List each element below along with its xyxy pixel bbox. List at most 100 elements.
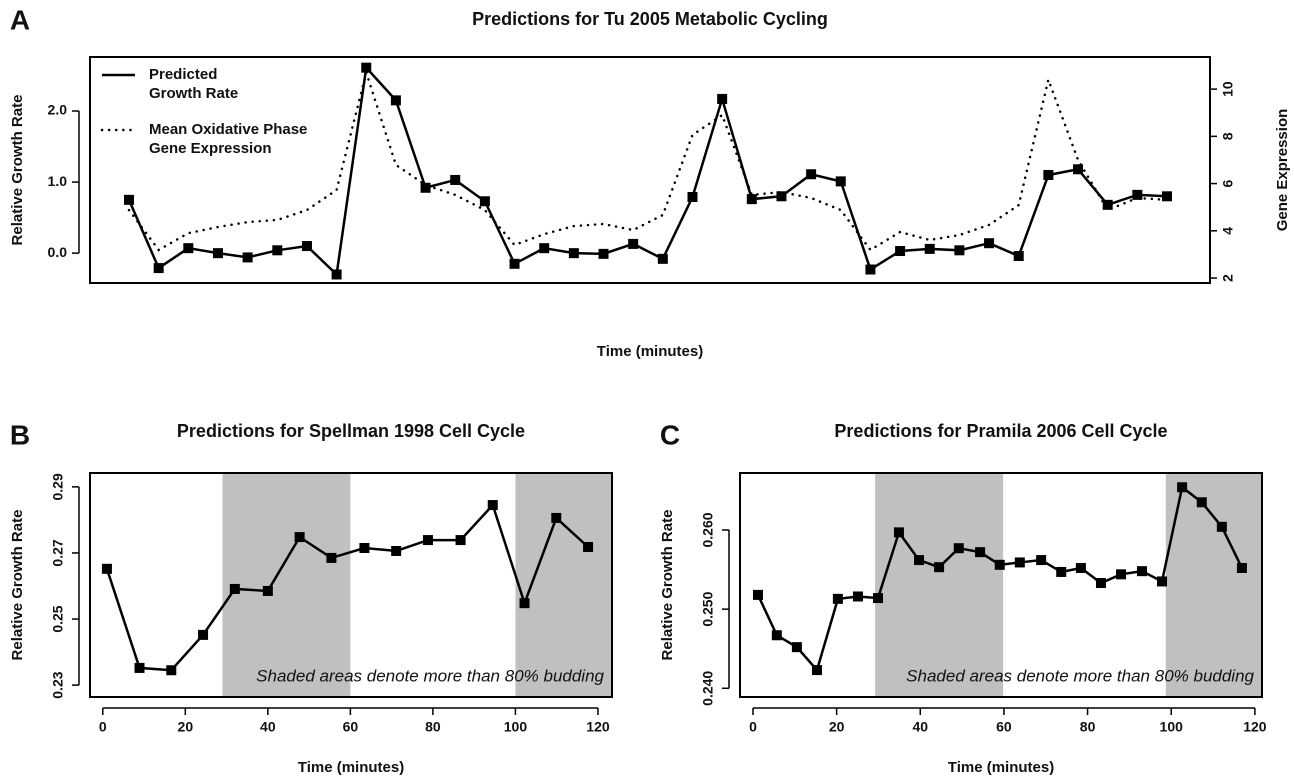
point: [717, 93, 728, 104]
y-tick-label: 0.240: [700, 671, 716, 706]
point: [832, 593, 843, 604]
series-line: [127, 68, 1169, 252]
point: [166, 665, 177, 676]
point: [934, 562, 945, 573]
point: [1116, 569, 1127, 580]
point: [984, 238, 995, 249]
point: [272, 245, 283, 256]
point: [1136, 566, 1147, 577]
x-tick-label: 120: [586, 719, 610, 735]
point: [1102, 199, 1113, 210]
legend-label: Mean Oxidative Phase Gene Expression: [149, 121, 308, 157]
chart-title: Predictions for Tu 2005 Metabolic Cyclin…: [472, 9, 828, 29]
x-tick-label: 0: [749, 719, 757, 735]
point: [390, 95, 401, 106]
y-tick-label: 0.250: [700, 591, 716, 626]
x-tick-label: 120: [1243, 719, 1267, 735]
point: [865, 264, 876, 275]
point: [791, 642, 802, 653]
point: [124, 194, 134, 205]
shaded-region: [1165, 473, 1262, 697]
point: [1196, 497, 1207, 508]
point: [212, 248, 223, 259]
point: [852, 591, 863, 602]
point: [583, 542, 594, 553]
series-line: [127, 64, 1168, 278]
point: [1036, 555, 1047, 566]
y-axis-label: Relative Growth Rate: [659, 510, 676, 661]
x-tick-label: 60: [996, 719, 1012, 735]
point: [628, 238, 639, 249]
x-tick-label: 20: [178, 719, 194, 735]
x-tick-label: 60: [343, 719, 359, 735]
point: [450, 174, 461, 185]
panel-label: B: [10, 419, 30, 450]
point: [568, 248, 579, 259]
x-tick-label: 100: [1160, 719, 1184, 735]
point: [359, 542, 370, 553]
point: [776, 191, 787, 202]
y-tick-label: 0.23: [50, 671, 66, 698]
point: [771, 630, 782, 641]
x-tick-label: 80: [1080, 719, 1096, 735]
point: [420, 182, 431, 193]
x-tick-label: 80: [425, 719, 441, 735]
y-tick-label: 0.260: [700, 512, 716, 547]
x-tick-label: 20: [829, 719, 845, 735]
y2-tick-label: 2: [1220, 274, 1236, 282]
y-tick-label: 0.25: [50, 605, 66, 632]
annotation: Shaded areas denote more than 80% buddin…: [256, 666, 604, 685]
point: [873, 593, 884, 604]
point: [752, 589, 763, 600]
panel-label: A: [10, 4, 30, 35]
y-tick-label: 1.0: [48, 173, 68, 189]
series-line: [105, 502, 589, 672]
y-tick-label: 0.29: [50, 473, 66, 500]
y-tick-label: 2.0: [48, 102, 68, 118]
y2-axis-label: Gene Expression: [1274, 109, 1291, 232]
point: [361, 62, 372, 73]
shaded-region: [222, 473, 351, 697]
point: [539, 243, 550, 254]
point: [153, 263, 164, 274]
point: [806, 169, 817, 180]
y2-tick-label: 4: [1220, 227, 1236, 235]
point: [391, 545, 402, 556]
point: [294, 532, 305, 543]
point: [1056, 566, 1067, 577]
chart-title: Predictions for Spellman 1998 Cell Cycle: [177, 421, 525, 441]
point: [1043, 169, 1054, 180]
point: [954, 245, 965, 256]
y-tick-label: 0.0: [48, 244, 68, 260]
y-axis-label: Relative Growth Rate: [9, 510, 26, 661]
shaded-region: [875, 473, 1004, 697]
point: [598, 248, 609, 259]
x-tick-label: 0: [99, 719, 107, 735]
x-axis-label: Time (minutes): [597, 343, 703, 360]
point: [509, 258, 520, 269]
plot-box: [89, 56, 1211, 284]
point: [914, 555, 925, 566]
point: [301, 241, 312, 252]
point: [994, 559, 1005, 570]
x-axis-label: Time (minutes): [298, 759, 404, 776]
point: [924, 243, 935, 254]
point: [687, 192, 698, 203]
point: [1177, 482, 1188, 493]
point: [1014, 557, 1025, 568]
point: [479, 196, 490, 207]
x-axis-label: Time (minutes): [948, 759, 1054, 776]
point: [198, 629, 209, 640]
point: [1236, 562, 1247, 573]
x-tick-label: 40: [260, 719, 276, 735]
point: [657, 253, 668, 264]
point: [242, 252, 253, 263]
point: [455, 535, 466, 546]
point: [975, 547, 986, 558]
point: [1013, 250, 1024, 261]
x-tick-label: 100: [504, 719, 528, 735]
y-axis-label: Relative Growth Rate: [9, 95, 26, 246]
point: [893, 527, 904, 538]
point: [746, 194, 757, 205]
